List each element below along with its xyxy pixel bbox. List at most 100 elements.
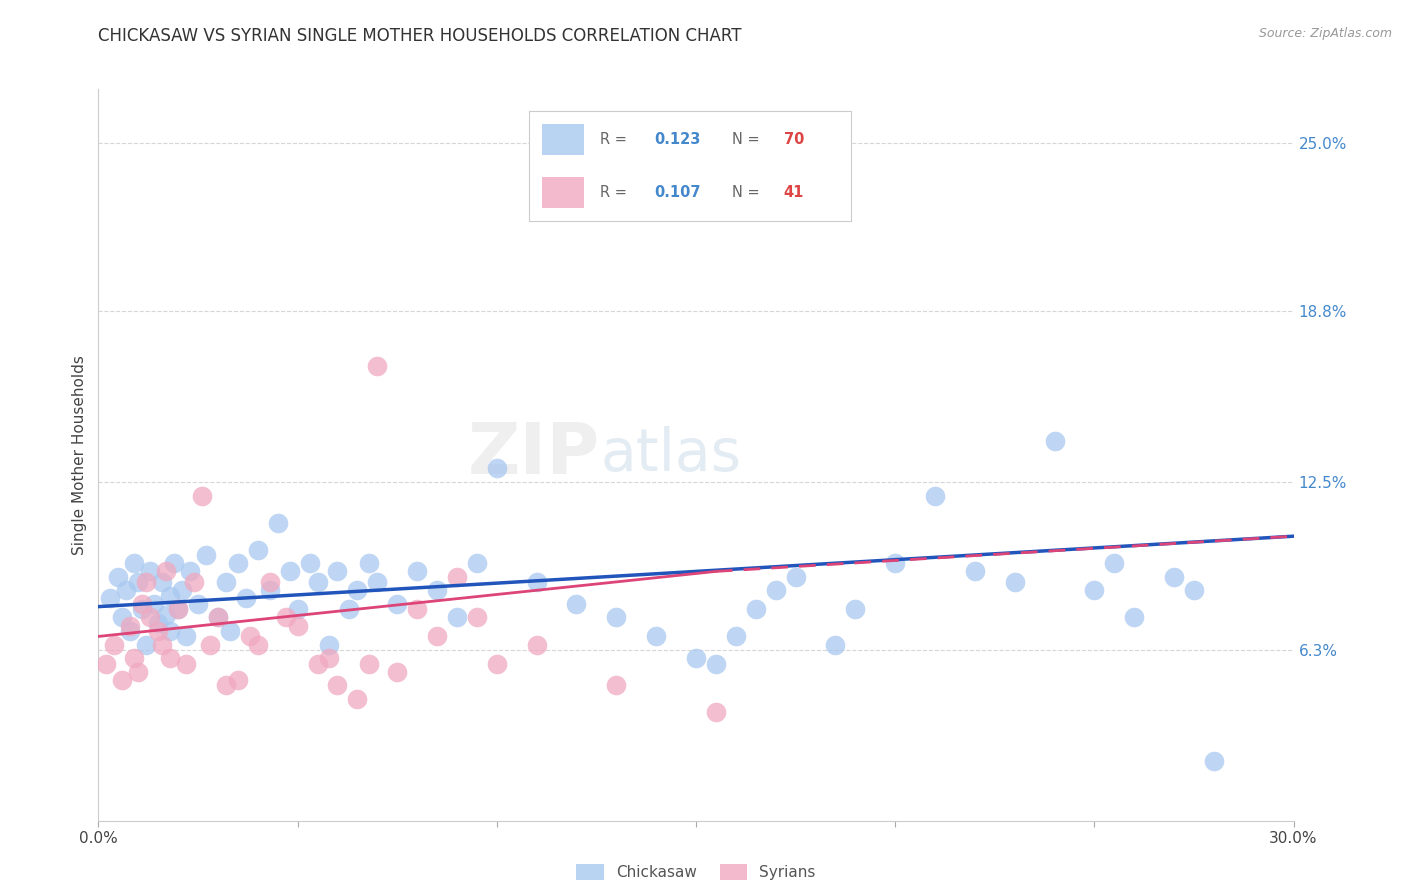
Point bbox=[824, 638, 846, 652]
Point bbox=[139, 565, 162, 579]
Point bbox=[346, 583, 368, 598]
Point bbox=[150, 638, 173, 652]
Point bbox=[111, 610, 134, 624]
Point bbox=[1163, 570, 1185, 584]
Point bbox=[183, 575, 205, 590]
Point bbox=[1102, 556, 1125, 570]
Point bbox=[307, 657, 329, 671]
Point bbox=[465, 610, 488, 624]
Point bbox=[124, 651, 146, 665]
Point bbox=[155, 607, 177, 622]
Point bbox=[191, 489, 214, 503]
Point bbox=[219, 624, 242, 638]
Point bbox=[298, 556, 321, 570]
Point bbox=[704, 657, 727, 671]
Point bbox=[844, 602, 866, 616]
Point bbox=[485, 461, 508, 475]
Point bbox=[1123, 610, 1146, 624]
Point bbox=[107, 570, 129, 584]
Point bbox=[963, 565, 986, 579]
Point bbox=[605, 610, 627, 624]
Point bbox=[385, 665, 409, 679]
Point bbox=[239, 629, 262, 643]
Point bbox=[207, 610, 229, 624]
Point bbox=[215, 678, 238, 692]
Point bbox=[174, 657, 197, 671]
Text: CHICKASAW VS SYRIAN SINGLE MOTHER HOUSEHOLDS CORRELATION CHART: CHICKASAW VS SYRIAN SINGLE MOTHER HOUSEH… bbox=[98, 27, 742, 45]
Point bbox=[163, 556, 186, 570]
Point bbox=[98, 591, 122, 606]
Point bbox=[326, 678, 349, 692]
Point bbox=[172, 583, 194, 598]
Point bbox=[124, 556, 146, 570]
Point bbox=[318, 638, 340, 652]
Point bbox=[318, 651, 340, 665]
Text: ZIP: ZIP bbox=[468, 420, 600, 490]
Point bbox=[406, 565, 429, 579]
Point bbox=[179, 565, 201, 579]
Point bbox=[278, 565, 301, 579]
Point bbox=[1202, 754, 1225, 768]
Point bbox=[704, 706, 727, 720]
Point bbox=[485, 657, 508, 671]
Point bbox=[685, 651, 707, 665]
Point bbox=[446, 570, 468, 584]
Point bbox=[155, 565, 177, 579]
Point bbox=[96, 657, 118, 671]
Point bbox=[135, 575, 157, 590]
Point bbox=[565, 597, 588, 611]
Point bbox=[167, 602, 190, 616]
Point bbox=[259, 583, 281, 598]
Point bbox=[159, 651, 181, 665]
Point bbox=[103, 638, 125, 652]
Point bbox=[274, 610, 297, 624]
Point bbox=[526, 575, 548, 590]
Point bbox=[148, 624, 170, 638]
Legend: Chickasaw, Syrians: Chickasaw, Syrians bbox=[569, 858, 823, 886]
Point bbox=[143, 597, 166, 611]
Point bbox=[139, 610, 162, 624]
Point bbox=[526, 638, 548, 652]
Text: Source: ZipAtlas.com: Source: ZipAtlas.com bbox=[1258, 27, 1392, 40]
Point bbox=[120, 618, 142, 632]
Point bbox=[226, 673, 249, 687]
Point bbox=[167, 602, 190, 616]
Point bbox=[385, 597, 409, 611]
Point bbox=[267, 516, 290, 530]
Point bbox=[115, 583, 138, 598]
Point bbox=[148, 615, 170, 630]
Point bbox=[307, 575, 329, 590]
Point bbox=[127, 575, 149, 590]
Point bbox=[226, 556, 249, 570]
Point bbox=[159, 624, 181, 638]
Point bbox=[174, 629, 197, 643]
Point bbox=[131, 597, 153, 611]
Point bbox=[246, 542, 269, 557]
Point bbox=[187, 597, 209, 611]
Point bbox=[135, 638, 157, 652]
Point bbox=[605, 678, 627, 692]
Point bbox=[326, 565, 349, 579]
Point bbox=[785, 570, 807, 584]
Point bbox=[924, 489, 946, 503]
Point bbox=[446, 610, 468, 624]
Point bbox=[1004, 575, 1026, 590]
Text: atlas: atlas bbox=[600, 426, 741, 483]
Point bbox=[426, 629, 449, 643]
Point bbox=[198, 638, 221, 652]
Point bbox=[1043, 434, 1066, 449]
Point bbox=[246, 638, 269, 652]
Point bbox=[1083, 583, 1105, 598]
Point bbox=[884, 556, 907, 570]
Point bbox=[1182, 583, 1205, 598]
Point bbox=[366, 575, 388, 590]
Point bbox=[215, 575, 238, 590]
Point bbox=[745, 602, 768, 616]
Point bbox=[150, 575, 173, 590]
Point bbox=[339, 602, 360, 616]
Point bbox=[765, 583, 787, 598]
Point bbox=[426, 583, 449, 598]
Point bbox=[127, 665, 149, 679]
Y-axis label: Single Mother Households: Single Mother Households bbox=[72, 355, 87, 555]
Point bbox=[259, 575, 281, 590]
